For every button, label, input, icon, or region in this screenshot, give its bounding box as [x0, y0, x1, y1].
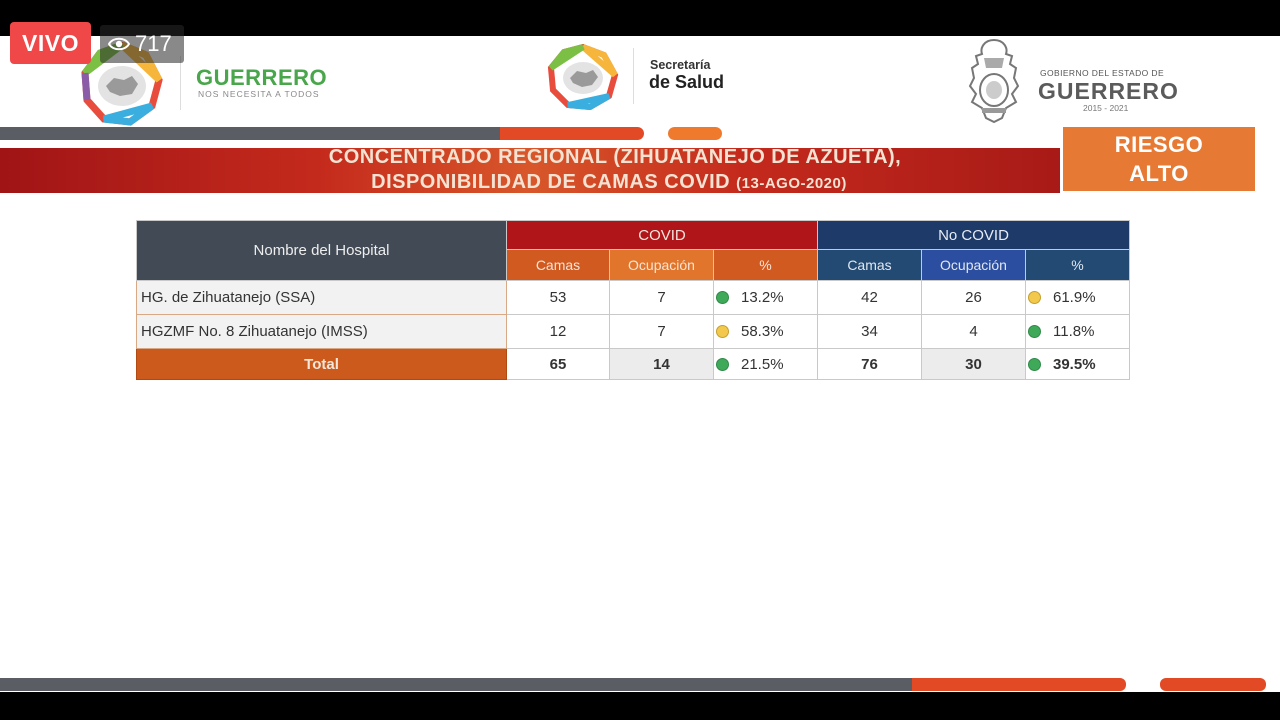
- table-row: HG. de Zihuatanejo (SSA) 53 7 13.2% 42 2…: [136, 280, 1130, 315]
- total-covid-camas: 65: [506, 348, 610, 380]
- footer-stripe-red-2: [1160, 678, 1266, 691]
- status-dot-icon: [1028, 291, 1041, 304]
- header-covid-pct: %: [713, 249, 818, 281]
- total-nocovid-camas: 76: [817, 348, 922, 380]
- nocovid-camas: 34: [817, 314, 922, 349]
- header-nocovid-ocupacion: Ocupación: [921, 249, 1026, 281]
- bed-availability-table: Nombre del Hospital COVID No COVID Camas…: [136, 220, 1130, 380]
- status-dot-icon: [716, 325, 729, 338]
- bottom-letterbox: [0, 692, 1280, 720]
- viewer-count: 717: [100, 25, 184, 63]
- table-row: HGZMF No. 8 Zihuatanejo (IMSS) 12 7 58.3…: [136, 314, 1130, 349]
- total-nocovid-pct: 39.5%: [1053, 355, 1096, 373]
- title-line-2: DISPONIBILIDAD DE CAMAS COVID (13-AGO-20…: [0, 171, 1218, 194]
- gobierno-label: GOBIERNO DEL ESTADO DE: [1040, 68, 1165, 78]
- covid-pct: 13.2%: [741, 289, 784, 306]
- header-nocovid-pct: %: [1025, 249, 1130, 281]
- status-dot-icon: [716, 357, 729, 371]
- guerrero-wordmark: GUERRERO: [196, 65, 328, 90]
- state-seal-icon: [968, 38, 1020, 124]
- report-date: (13-AGO-2020): [736, 175, 847, 192]
- presentation-slide: GUERRERO NOS NECESITA A TODOS Secretaría…: [0, 36, 1280, 692]
- total-nocovid-ocupacion: 30: [921, 348, 1026, 380]
- nocovid-ocupacion: 26: [921, 280, 1026, 315]
- guerrero-tagline: NOS NECESITA A TODOS: [198, 89, 320, 99]
- covid-pct-cell: 58.3%: [713, 314, 818, 349]
- hospital-name: HGZMF No. 8 Zihuatanejo (IMSS): [136, 314, 507, 349]
- title-line-1: CONCENTRADO REGIONAL (ZIHUATANEJO DE AZU…: [328, 146, 902, 168]
- total-nocovid-pct-cell: 39.5%: [1025, 348, 1130, 380]
- header-stripe-red: [500, 127, 644, 140]
- status-dot-icon: [1028, 325, 1041, 338]
- header-covid: COVID: [506, 220, 818, 250]
- nocovid-pct-cell: 11.8%: [1025, 314, 1130, 349]
- gobierno-guerrero-label: GUERRERO: [1038, 78, 1179, 104]
- risk-line-1: RIESGO: [1114, 132, 1204, 157]
- nocovid-camas: 42: [817, 280, 922, 315]
- header-nocovid-camas: Camas: [817, 249, 922, 281]
- risk-badge: RIESGO ALTO: [1063, 127, 1255, 191]
- de-salud-label: de Salud: [649, 72, 725, 92]
- header-divider: [180, 56, 181, 110]
- header-stripe-grey: [0, 127, 500, 140]
- covid-pct: 58.3%: [741, 323, 784, 340]
- nocovid-ocupacion: 4: [921, 314, 1026, 349]
- footer-stripe-grey: [0, 678, 912, 691]
- header-stripe-orange: [668, 127, 722, 140]
- header-covid-camas: Camas: [506, 249, 610, 281]
- risk-line-2: ALTO: [1129, 161, 1189, 186]
- eye-icon: [108, 37, 130, 51]
- header-covid-ocupacion: Ocupación: [609, 249, 714, 281]
- nocovid-pct: 61.9%: [1053, 289, 1096, 306]
- viewer-count-value: 717: [135, 31, 172, 56]
- status-dot-icon: [716, 291, 729, 304]
- total-covid-ocupacion: 14: [609, 348, 714, 380]
- covid-pct-cell: 13.2%: [713, 280, 818, 315]
- title-text: DISPONIBILIDAD DE CAMAS COVID: [371, 171, 731, 193]
- nocovid-pct-cell: 61.9%: [1025, 280, 1130, 315]
- total-label: Total: [136, 348, 507, 380]
- gobierno-years: 2015 - 2021: [1083, 103, 1129, 113]
- covid-camas: 53: [506, 280, 610, 315]
- covid-camas: 12: [506, 314, 610, 349]
- nocovid-pct: 11.8%: [1053, 323, 1095, 340]
- covid-ocupacion: 7: [609, 280, 714, 315]
- salud-divider: [633, 48, 634, 104]
- secretaria-label: Secretaría: [650, 58, 711, 72]
- header-hospital-name: Nombre del Hospital: [136, 220, 507, 281]
- hospital-name: HG. de Zihuatanejo (SSA): [136, 280, 507, 315]
- salud-logo-icon: [547, 44, 619, 110]
- live-badge: VIVO: [10, 22, 91, 64]
- header-no-covid: No COVID: [817, 220, 1130, 250]
- top-letterbox: [0, 0, 1280, 36]
- title-banner: [0, 148, 1060, 193]
- status-dot-icon: [1028, 357, 1041, 371]
- total-covid-pct-cell: 21.5%: [713, 348, 818, 380]
- total-covid-pct: 21.5%: [741, 355, 784, 373]
- covid-ocupacion: 7: [609, 314, 714, 349]
- footer-stripe-red: [912, 678, 1126, 691]
- total-row: Total 65 14 21.5% 76 30 39.5%: [136, 348, 1130, 380]
